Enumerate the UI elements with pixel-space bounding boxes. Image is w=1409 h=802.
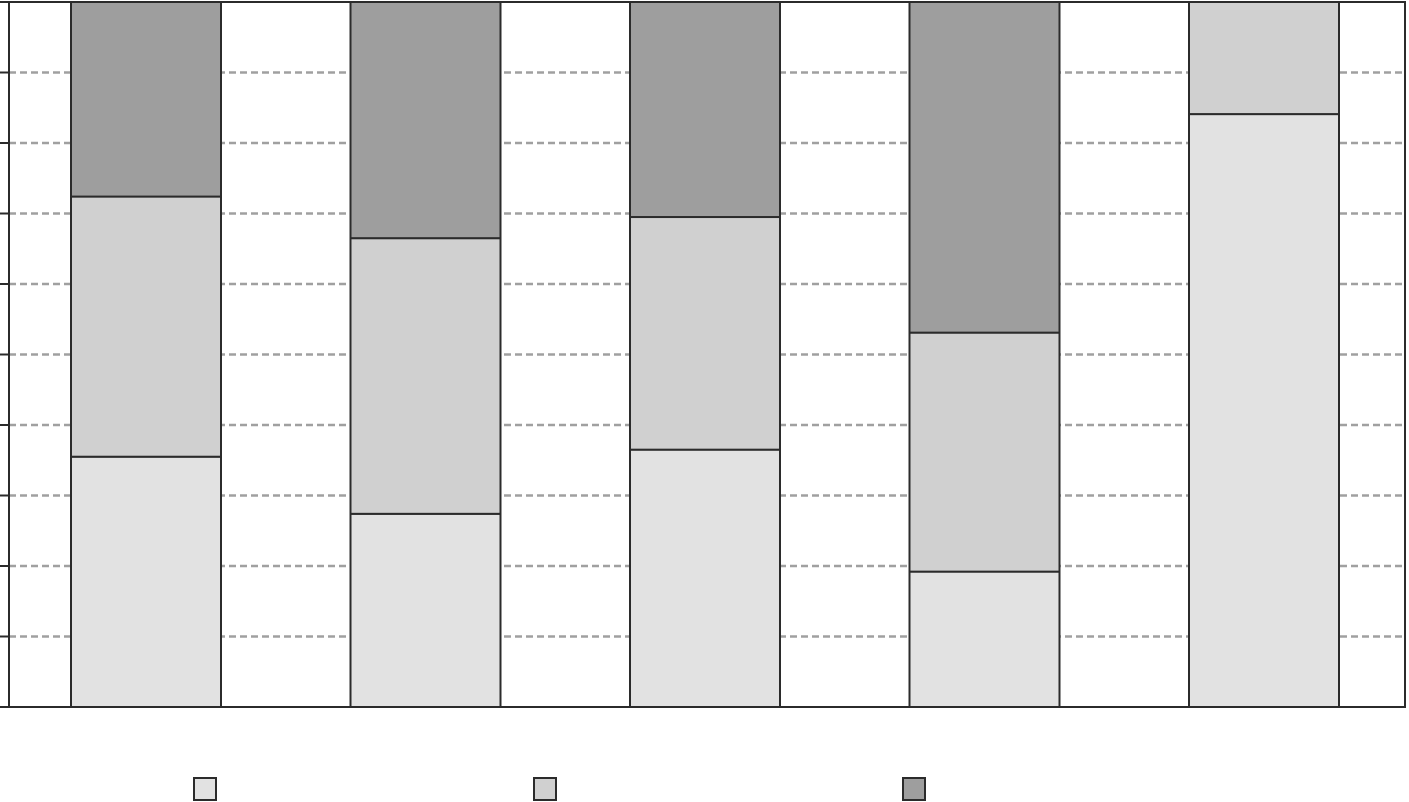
bar-1-segment-3	[70, 1, 222, 198]
bar-5-segment-1	[1188, 113, 1340, 709]
plot-frame	[8, 1, 1406, 708]
bar-4-segment-2	[908, 331, 1061, 573]
bar-5-segment-2	[1188, 1, 1340, 116]
bar-3-segment-2	[629, 216, 781, 451]
legend-swatch-1	[193, 777, 217, 801]
bar-1-segment-2	[70, 195, 222, 458]
legend-swatch-2	[533, 777, 557, 801]
bar-3-segment-1	[629, 448, 781, 708]
bar-2-segment-1	[349, 512, 502, 709]
bar-2-segment-3	[349, 1, 502, 240]
bar-4-segment-3	[908, 1, 1061, 334]
bar-1-segment-1	[70, 455, 222, 708]
bar-2-segment-2	[349, 237, 502, 515]
bar-4-segment-1	[908, 570, 1061, 709]
bar-3-segment-3	[629, 1, 781, 219]
legend-swatch-3	[902, 777, 926, 801]
